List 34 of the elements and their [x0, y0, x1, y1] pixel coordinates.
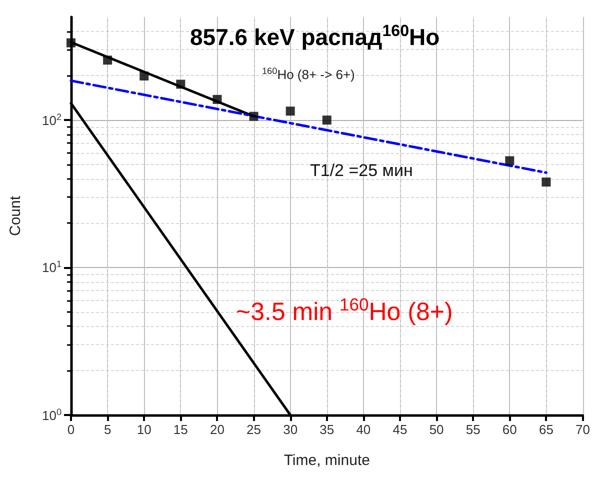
point [103, 56, 112, 65]
x-tick-label: 55 [466, 422, 480, 437]
x-tick-label: 70 [576, 422, 590, 437]
x-tick-label: 65 [538, 422, 554, 437]
y-tick-label: 10$^{1}$ [42, 259, 62, 276]
x-tick-label: 10 [136, 422, 152, 437]
point [176, 80, 186, 89]
y-tick-label: 10$^{0}$ [42, 406, 62, 422]
point [542, 178, 551, 187]
x-axis-title: Time, minute [284, 452, 370, 469]
x-tick-label: 15 [173, 422, 188, 437]
y-axis-title: Count [7, 195, 24, 236]
point [249, 112, 258, 121]
x-tick-label: 45 [392, 422, 408, 437]
point [322, 116, 332, 125]
y-tick-label: 10$^{2}$ [42, 112, 62, 128]
point [286, 106, 295, 116]
x-tick-label: 35 [320, 422, 334, 437]
annotation: $^{160}$Ho (8+ -> 6+) [262, 66, 355, 82]
x-tick-label: 30 [283, 422, 298, 437]
x-tick-label: 20 [210, 422, 224, 437]
annotation: ~3.5 min $^{160}$Ho (8+) [236, 294, 453, 326]
chart-title: 857.6 keV распад$^{160}$Ho [190, 22, 440, 50]
point [505, 156, 514, 166]
x-tick-label: 40 [356, 422, 371, 437]
point [212, 94, 222, 104]
x-tick-label: 25 [246, 422, 262, 437]
point [140, 72, 149, 81]
x-tick-label: 60 [502, 422, 517, 437]
x-tick-label: 5 [104, 422, 112, 437]
annotation: T1/2 =25 мин [310, 161, 413, 180]
x-tick-label: 50 [429, 422, 444, 437]
x-tick-label: 0 [67, 422, 75, 437]
point [66, 38, 76, 48]
